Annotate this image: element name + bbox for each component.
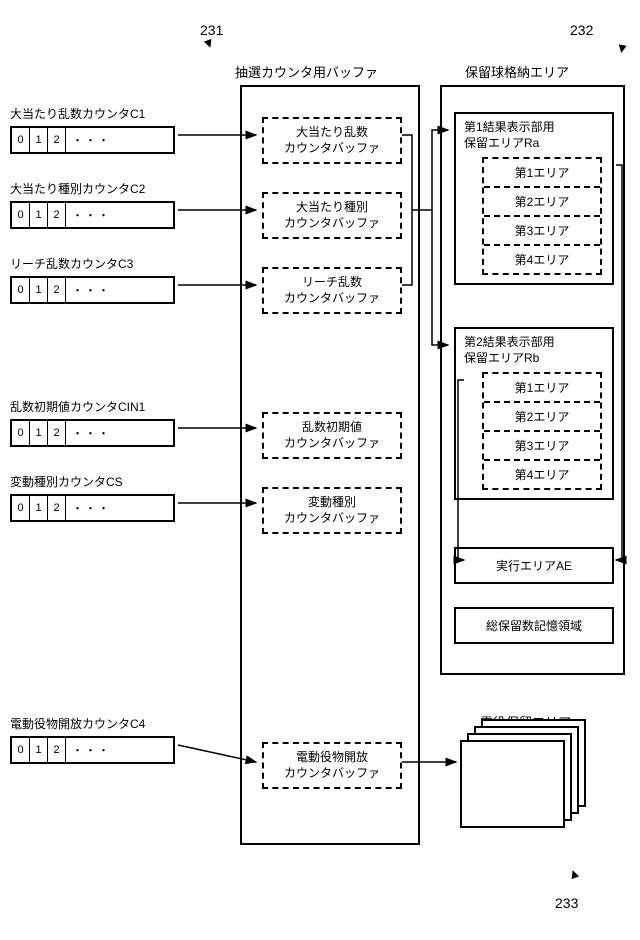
counter-cell: 2 <box>48 203 66 227</box>
sub-area-item: 第1エリア <box>484 159 600 188</box>
counter-cell: 2 <box>48 421 66 445</box>
counter-label: 乱数初期値カウンタCIN1 <box>10 398 185 415</box>
sub-area-item: 第2エリア <box>484 188 600 217</box>
sub-area-item: 第2エリア <box>484 403 600 432</box>
counter-c2: 大当たり種別カウンタC2 012・・・ <box>10 180 185 229</box>
counter-cell: 1 <box>30 738 48 762</box>
sheet-stack <box>460 740 600 850</box>
counter-cell: 0 <box>12 203 30 227</box>
counter-label: リーチ乱数カウンタC3 <box>10 255 185 272</box>
counter-cell: 0 <box>12 421 30 445</box>
counter-cell: 0 <box>12 278 30 302</box>
storage-column: 第1結果表示部用 保留エリアRa第1エリア第2エリア第3エリア第4エリア第2結果… <box>440 85 625 675</box>
sub-area-list: 第1エリア第2エリア第3エリア第4エリア <box>482 372 602 490</box>
exec-area-ae: 実行エリアAE <box>454 547 614 584</box>
ref-231: 231 <box>200 22 223 38</box>
ref-232-arrow <box>617 44 626 53</box>
buffer-b5: 変動種別 カウンタバッファ <box>262 487 402 534</box>
counter-cell: 1 <box>30 203 48 227</box>
mid-column-title: 抽選カウンタ用バッファ <box>235 62 378 81</box>
counter-cell: 0 <box>12 738 30 762</box>
counter-cell: 2 <box>48 128 66 152</box>
sub-area-list: 第1エリア第2エリア第3エリア第4エリア <box>482 157 602 275</box>
counter-cs: 変動種別カウンタCS 012・・・ <box>10 473 185 522</box>
counter-label: 電動役物開放カウンタC4 <box>10 715 185 732</box>
buffer-b3: リーチ乱数 カウンタバッファ <box>262 267 402 314</box>
counter-cell: 0 <box>12 496 30 520</box>
ref-233: 233 <box>555 895 578 911</box>
counter-box: 012・・・ <box>10 201 175 229</box>
sheet <box>460 740 565 828</box>
counter-cin1: 乱数初期値カウンタCIN1 012・・・ <box>10 398 185 447</box>
counter-cell: 2 <box>48 496 66 520</box>
counter-box: 012・・・ <box>10 126 175 154</box>
buffer-b1: 大当たり乱数 カウンタバッファ <box>262 117 402 164</box>
counter-box: 012・・・ <box>10 419 175 447</box>
counter-dots: ・・・ <box>66 132 111 148</box>
ref-232: 232 <box>570 22 593 38</box>
right-column-title: 保留球格納エリア <box>465 62 569 81</box>
area-rb: 第2結果表示部用 保留エリアRb 第1エリア第2エリア第3エリア第4エリア <box>454 327 614 500</box>
area-ra: 第1結果表示部用 保留エリアRa 第1エリア第2エリア第3エリア第4エリア <box>454 112 614 285</box>
counter-c4: 電動役物開放カウンタC4 012・・・ <box>10 715 185 764</box>
counter-dots: ・・・ <box>66 500 111 516</box>
counter-c3: リーチ乱数カウンタC3 012・・・ <box>10 255 185 304</box>
counter-cell: 2 <box>48 278 66 302</box>
total-hold-area: 総保留数記憶領域 <box>454 607 614 644</box>
counter-cell: 0 <box>12 128 30 152</box>
counter-dots: ・・・ <box>66 425 111 441</box>
counter-label: 変動種別カウンタCS <box>10 473 185 490</box>
counter-label: 大当たり種別カウンタC2 <box>10 180 185 197</box>
counter-cell: 1 <box>30 278 48 302</box>
buffer-b4: 乱数初期値 カウンタバッファ <box>262 412 402 459</box>
ref-233-arrow <box>569 869 579 879</box>
buffer-b6: 電動役物開放 カウンタバッファ <box>262 742 402 789</box>
area-title: 第2結果表示部用 保留エリアRb <box>464 335 604 366</box>
counter-dots: ・・・ <box>66 207 111 223</box>
counter-cell: 1 <box>30 496 48 520</box>
sub-area-item: 第4エリア <box>484 461 600 488</box>
area-title: 第1結果表示部用 保留エリアRa <box>464 120 604 151</box>
counter-cell: 2 <box>48 738 66 762</box>
counter-dots: ・・・ <box>66 282 111 298</box>
ref-231-arrow <box>204 39 214 49</box>
sub-area-item: 第3エリア <box>484 432 600 461</box>
counter-cell: 1 <box>30 128 48 152</box>
counter-cell: 1 <box>30 421 48 445</box>
counter-dots: ・・・ <box>66 742 111 758</box>
counter-c1: 大当たり乱数カウンタC1 012・・・ <box>10 105 185 154</box>
sub-area-item: 第1エリア <box>484 374 600 403</box>
counter-box: 012・・・ <box>10 736 175 764</box>
buffer-column: 大当たり乱数 カウンタバッファ大当たり種別 カウンタバッファリーチ乱数 カウンタ… <box>240 85 420 845</box>
buffer-b2: 大当たり種別 カウンタバッファ <box>262 192 402 239</box>
counter-box: 012・・・ <box>10 494 175 522</box>
sub-area-item: 第3エリア <box>484 217 600 246</box>
sub-area-item: 第4エリア <box>484 246 600 273</box>
counter-label: 大当たり乱数カウンタC1 <box>10 105 185 122</box>
counter-box: 012・・・ <box>10 276 175 304</box>
